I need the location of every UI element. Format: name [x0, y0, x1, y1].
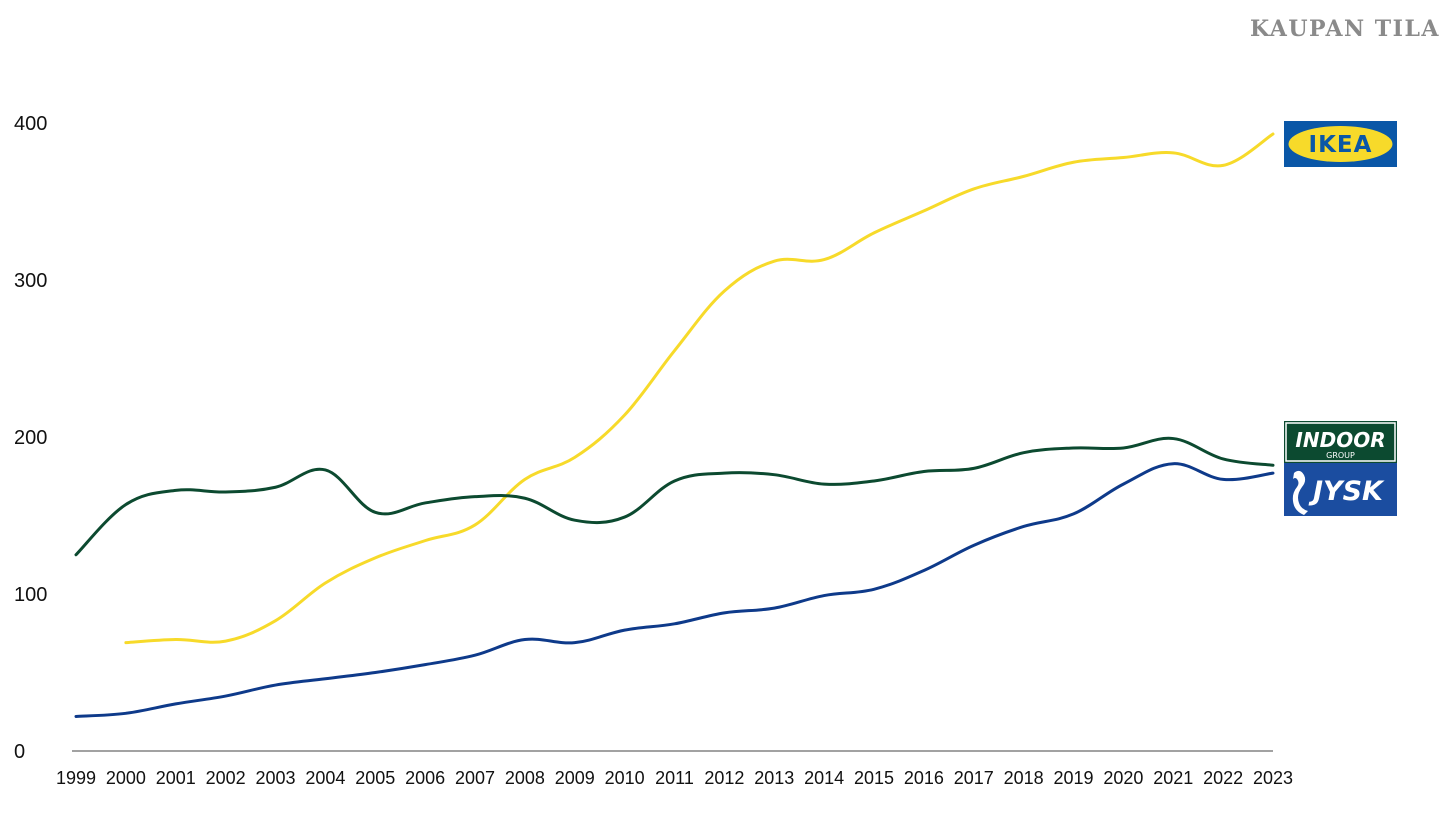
x-tick-label: 2013	[754, 768, 794, 788]
x-tick-label: 2001	[156, 768, 196, 788]
x-tick-label: 2018	[1004, 768, 1044, 788]
x-tick-label: 2003	[255, 768, 295, 788]
x-tick-label: 2019	[1053, 768, 1093, 788]
x-tick-label: 2000	[106, 768, 146, 788]
y-tick-label: 0	[14, 741, 25, 763]
x-tick-label: 2006	[405, 768, 445, 788]
x-tick-label: 2017	[954, 768, 994, 788]
x-axis-ticks: 1999 2000 2001 2002 2003 2004 2005 2006 2007 2008…	[56, 768, 1293, 788]
x-tick-label: 1999	[56, 768, 96, 788]
series-line-jysk	[76, 464, 1273, 717]
x-tick-label: 2004	[305, 768, 345, 788]
ikea-logo-text: IKEA	[1309, 132, 1373, 158]
y-tick-label: 100	[14, 584, 47, 606]
x-tick-label: 2009	[555, 768, 595, 788]
jysk-logo: JYSK	[1284, 463, 1397, 516]
x-tick-label: 2007	[455, 768, 495, 788]
y-axis-ticks: 0 100 200 300 400	[14, 113, 47, 763]
x-tick-label: 2011	[655, 768, 694, 788]
x-tick-label: 2022	[1203, 768, 1243, 788]
x-tick-label: 2023	[1253, 768, 1293, 788]
x-tick-label: 2015	[854, 768, 894, 788]
x-tick-label: 2020	[1103, 768, 1143, 788]
y-tick-label: 300	[14, 270, 47, 292]
series-lines	[76, 134, 1273, 716]
y-tick-label: 200	[14, 427, 47, 449]
series-line-ikea	[126, 134, 1273, 643]
x-tick-label: 2005	[355, 768, 395, 788]
x-tick-label: 2012	[704, 768, 744, 788]
x-tick-label: 2002	[206, 768, 246, 788]
jysk-logo-text: JYSK	[1308, 476, 1385, 507]
x-tick-label: 2008	[505, 768, 545, 788]
y-tick-label: 400	[14, 113, 47, 135]
indoor-group-logo: INDOOR GROUP	[1284, 421, 1397, 463]
series-line-indoor-group	[76, 438, 1273, 554]
ikea-logo: IKEA	[1284, 121, 1397, 167]
x-tick-label: 2014	[804, 768, 844, 788]
indoor-logo-subtext: GROUP	[1326, 451, 1355, 460]
x-tick-label: 2016	[904, 768, 944, 788]
indoor-logo-text: INDOOR	[1295, 428, 1385, 452]
x-tick-label: 2021	[1153, 768, 1193, 788]
x-tick-label: 2010	[605, 768, 645, 788]
